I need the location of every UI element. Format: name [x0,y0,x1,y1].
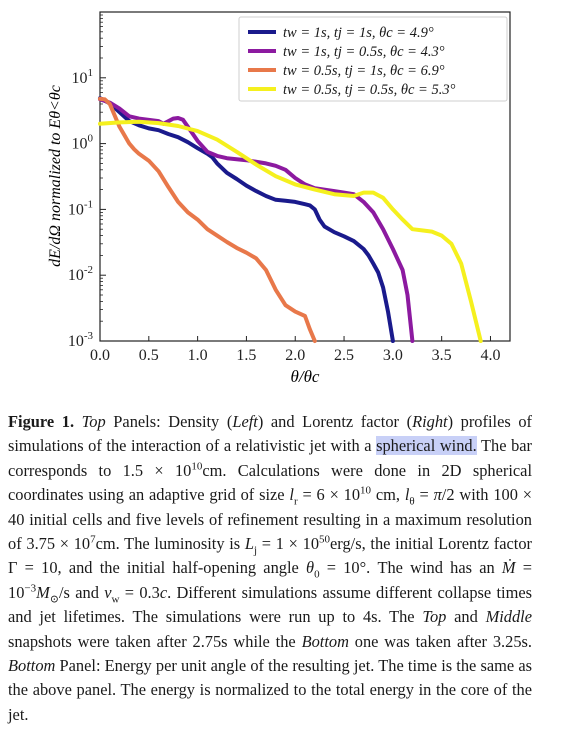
x-tick-label: 3.0 [383,347,403,364]
caption-text: = [414,485,434,505]
caption-text: cm. The luminosity is [95,534,245,554]
x-tick-label: 1.0 [188,347,208,364]
caption-text: Bottom [8,656,56,676]
caption-text: c [159,582,168,602]
caption-text: 0 [314,568,320,581]
x-tick-label: 1.5 [236,347,256,364]
caption-text: w [111,593,120,606]
legend-label-2: tw = 1s, tj = 0.5s, θc = 4.3° [283,44,445,60]
y-tick-label: 10-1 [68,198,93,218]
caption-text: Left [232,412,258,431]
caption-text: one was taken after 3.25s. [348,631,532,651]
caption-text: = 10 [8,558,532,602]
caption-text: = 0.3 [119,582,160,602]
legend-label-1: tw = 1s, tj = 1s, θc = 4.9° [283,25,434,41]
caption-text: = 6 × 10 [297,485,361,505]
series-line-4 [98,119,483,343]
x-tick-label: 2.0 [285,347,305,364]
caption-text: = 1 × 10 [257,534,320,554]
series-line-3 [98,96,317,343]
figure-label: Figure 1. [8,412,75,431]
caption-text: erg/s, the initial Lorentz factor Γ = 10… [8,534,533,578]
caption-text: ⊙ [49,593,59,606]
caption-text: 10 [191,460,203,473]
y-tick-label: 10-2 [68,264,93,284]
legend-box [238,16,508,102]
caption-text: /2 with 100 × 40 initial cells and five … [8,485,532,554]
caption-text: Top [81,412,106,431]
series-line-1 [98,96,395,343]
x-tick-label: 2.5 [334,347,354,364]
caption-text: r [293,495,298,508]
highlighted-text: spherical wind. [376,436,477,456]
caption-text: l [289,485,294,505]
y-tick-label: 10-3 [68,330,94,350]
caption-text: θ [409,495,415,508]
caption-text: ) and Lorentz factor ( [257,412,413,431]
legend: tw = 1s, tj = 1s, θc = 4.9° tw = 1s, tj =… [238,16,508,102]
caption-text: Ṁ [501,558,516,578]
caption-text: v [104,582,112,602]
caption-body: Top Panels: Density (Left) and Lorentz f… [8,412,532,724]
caption-text: j [254,544,258,557]
plot-frame [99,11,511,342]
caption-text [74,412,82,431]
y-ticks: 101 100 10-1 10-2 10-3 [68,14,106,350]
legend-label-4: tw = 0.5s, tj = 0.5s, θc = 5.3° [283,82,456,98]
caption-text: The bar corresponds to 1.5 × 10 [8,436,532,480]
caption-text: Right [412,412,448,431]
y-tick-label: 100 [72,133,94,153]
caption-text: π [433,485,442,505]
caption-text: and [446,607,486,627]
caption-text: Top [422,607,447,627]
caption-text: l [404,485,410,505]
caption-text: snapshots were taken after 2.75s while t… [8,631,302,651]
caption-text: /s and [58,582,105,602]
caption-text: M [36,582,50,602]
figure-caption: Figure 1. Top Panels: Density (Left) and… [8,410,532,727]
x-axis-label: θ/θc [291,367,320,386]
caption-text: Middle [485,607,532,627]
caption-text: ) profiles of simulations of the interac… [8,412,532,456]
y-axis-label: dE/dΩ normalized to Eθ<θc [47,85,64,267]
caption-text: θ [306,558,315,578]
caption-text: = 10°. The wind has an [319,558,502,578]
series-lines [98,96,483,343]
x-tick-label: 3.5 [432,347,452,364]
energy-distribution-chart: 0.0 0.5 1.0 1.5 2.0 2.5 3.0 3.5 4.0 10110010-110… [47,11,511,386]
caption-text: Panels: Density ( [105,412,233,431]
caption-text: cm. Calculations were done in 2D spheric… [8,460,532,505]
caption-text: −3 [24,582,37,595]
caption-text: cm, [371,485,405,505]
caption-text: 7 [90,533,96,546]
x-tick-label: 0.0 [90,347,110,364]
x-tick-label: 4.0 [480,347,500,364]
y-tick-label: 101 [72,67,94,87]
x-tick-label: 0.5 [139,347,159,364]
x-ticks: 0.0 0.5 1.0 1.5 2.0 2.5 3.0 3.5 4.0 [90,336,500,364]
caption-text: Bottom [301,631,349,651]
series-line-2 [98,97,415,343]
legend-label-3: tw = 0.5s, tj = 1s, θc = 6.9° [283,63,445,79]
caption-text: 50 [319,533,331,546]
caption-text: . Different simulations assume different… [8,582,533,627]
caption-text: 10 [360,484,372,497]
caption-text: Panel: Energy per unit angle of the resu… [8,656,532,724]
caption-text: L [244,534,255,554]
